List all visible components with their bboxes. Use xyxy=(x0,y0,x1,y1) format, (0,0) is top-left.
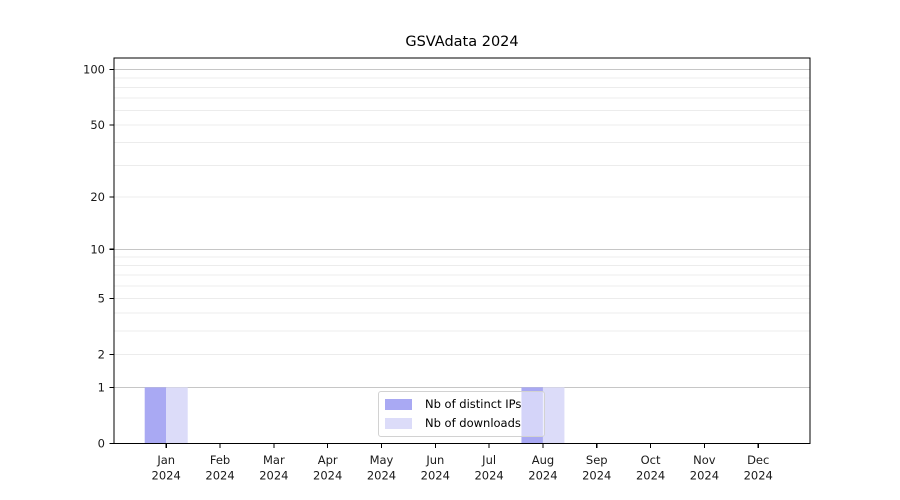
legend-swatch-downloads-icon xyxy=(385,418,412,429)
bar-distinct-ips-jan xyxy=(144,387,167,444)
x-tick-label-month: Feb xyxy=(210,453,230,467)
y-tick-label: 1 xyxy=(98,380,105,394)
x-tick-label-year: 2024 xyxy=(582,469,611,483)
bar-downloads-jan xyxy=(166,387,188,444)
chart-title: GSVAdata 2024 xyxy=(405,34,519,50)
x-tick-label-month: Jun xyxy=(425,453,444,467)
x-tick-label-month: Mar xyxy=(263,453,285,467)
y-tick-label: 5 xyxy=(98,291,105,305)
x-tick-label-month: Aug xyxy=(532,453,554,467)
legend-label-downloads: Nb of downloads xyxy=(425,416,521,430)
x-tick-label-year: 2024 xyxy=(474,469,503,483)
x-tick-label-year: 2024 xyxy=(744,469,773,483)
x-tick-label-month: Jul xyxy=(481,453,496,467)
x-tick-label-month: Sep xyxy=(586,453,608,467)
x-tick-label-month: May xyxy=(370,453,394,467)
x-tick-label-month: Nov xyxy=(693,453,716,467)
x-tick-label-year: 2024 xyxy=(313,469,342,483)
x-tick-label-year: 2024 xyxy=(367,469,396,483)
legend-box: Nb of distinct IPs Nb of downloads xyxy=(378,391,545,437)
legend-swatch-distinct-ips-icon xyxy=(385,399,412,410)
x-tick-label-month: Jan xyxy=(156,453,175,467)
x-tick-label-year: 2024 xyxy=(528,469,557,483)
y-tick-label: 0 xyxy=(98,437,105,451)
x-tick-label-year: 2024 xyxy=(205,469,234,483)
y-tick-label: 100 xyxy=(83,63,105,77)
y-tick-label: 50 xyxy=(90,118,105,132)
axis-spine xyxy=(113,57,811,445)
legend-label-distinct-ips: Nb of distinct IPs xyxy=(425,397,522,411)
y-tick-label: 10 xyxy=(90,242,105,256)
x-tick-label-year: 2024 xyxy=(152,469,181,483)
x-tick-label-year: 2024 xyxy=(690,469,719,483)
legend-row-downloads: Nb of downloads xyxy=(385,417,536,430)
x-tick-label-month: Dec xyxy=(747,453,769,467)
x-tick-label-month: Apr xyxy=(318,453,338,467)
y-tick-label: 2 xyxy=(98,348,105,362)
x-tick-label-month: Oct xyxy=(641,453,661,467)
y-tick-label: 20 xyxy=(90,190,105,204)
bar-downloads-aug xyxy=(542,387,565,444)
legend-row-distinct-ips: Nb of distinct IPs xyxy=(385,398,536,411)
x-tick-label-year: 2024 xyxy=(421,469,450,483)
x-tick-label-year: 2024 xyxy=(636,469,665,483)
x-tick-label-year: 2024 xyxy=(259,469,288,483)
